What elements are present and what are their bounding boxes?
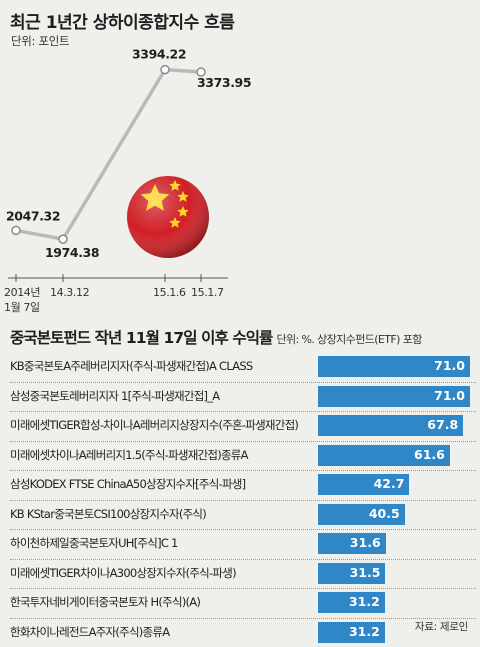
bar-value-label: 31.2 (348, 594, 380, 609)
bar (318, 415, 464, 436)
bar-value-label: 31.5 (349, 564, 381, 580)
bar-value-label: 42.7 (373, 476, 405, 491)
bar (318, 503, 405, 525)
row-divider (10, 381, 476, 383)
bar-category-label: 삼성KODEX FTSE ChinaA50상장지수자[주식-파생] (10, 477, 246, 491)
row-divider (10, 617, 476, 619)
bar-chart-unit: 단위: %. 상장지수펀드(ETF) 포함 (276, 333, 422, 346)
bar-row: 한국투자네비게이터중국본토자 H(주식)(A) 31.2 (0, 588, 480, 617)
bar (318, 385, 470, 407)
bar-value-label: 67.8 (427, 417, 459, 432)
bar-value-label: 31.2 (348, 623, 380, 639)
bar-row: KB KStar중국본토CSI100상장지수자(주식) 40.5 (0, 500, 480, 529)
bar (318, 621, 385, 643)
bar (318, 533, 386, 554)
bar-category-label: 미래에셋차이나A레버리지1.5(주식-파생재간접)종류A (10, 447, 248, 462)
bar-row: 한화차이나레전드A주자(주식)종류A 31.2 (0, 618, 480, 647)
bar-row: 삼성중국본토레버리지자 1[주식-파생재간접]_A 71.0 (0, 382, 480, 411)
row-divider (10, 411, 476, 412)
bar-category-label: 한국투자네비게이터중국본토자 H(주식)(A) (10, 595, 201, 609)
row-divider (10, 529, 476, 530)
line-point (11, 225, 21, 236)
bar-value-label: 40.5 (368, 505, 400, 521)
line-point (58, 234, 68, 244)
line-data-label: 2047.32 (6, 208, 60, 223)
bar-row: 하이천하제일중국본토자UH[주식]C 1 31.6 (0, 529, 480, 558)
bar-category-label: 하이천하제일중국본토자UH[주식]C 1 (10, 536, 178, 550)
bar-category-label: 미래에셋TIGER차이나A300상장지수자(주식-파생) (10, 565, 237, 580)
x-tick-label: 2014년 (4, 286, 40, 299)
x-tick-label: 14.3.12 (50, 286, 89, 299)
row-divider (10, 440, 476, 442)
bar-category-label: 삼성중국본토레버리지자 1[주식-파생재간접]_A (10, 388, 220, 403)
bar (318, 356, 470, 377)
bar-row: 미래에셋TIGER차이나A300상장지수자(주식-파생) 31.5 (0, 559, 480, 588)
source-note: 자료: 제로인 (414, 621, 468, 633)
bar-row: KB중국본토A주레버리지자(주식-파생재간접)A CLASS 71.0 (0, 352, 480, 381)
series-line (15, 67, 202, 241)
row-divider (10, 588, 476, 589)
line-chart-title: 최근 1년간 상하이종합지수 흐름 (10, 13, 235, 33)
bar (318, 474, 410, 495)
line-data-label: 1974.38 (45, 245, 99, 260)
bar-row: 삼성KODEX FTSE ChinaA50상장지수자[주식-파생] 42.7 (0, 470, 480, 499)
row-divider (10, 470, 476, 471)
bar-category-label: 미래에셋TIGER합성-차이나A레버리지상장지수(주혼-파생재간접) (10, 418, 299, 432)
row-divider (10, 499, 476, 501)
line-data-label: 3373.95 (197, 75, 251, 90)
line-point (160, 64, 170, 75)
bar-value-label: 71.0 (434, 358, 465, 373)
x-tick-label: 15.1.7 (191, 286, 224, 299)
line-chart-unit: 단위: 포인트 (11, 34, 70, 48)
bar (318, 592, 385, 613)
line-data-label: 3394.22 (132, 47, 186, 62)
china-flag-ball-icon (127, 176, 209, 258)
line-point (196, 67, 206, 77)
row-divider (10, 558, 476, 560)
bar-category-label: 한화차이나레전드A주자(주식)종류A (10, 624, 170, 639)
bar (318, 562, 386, 584)
bar-category-label: KB KStar중국본토CSI100상장지수자(주식) (10, 506, 207, 521)
x-tick-label: 15.1.6 (153, 286, 186, 299)
bar-chart-title-row: 중국본토펀드 작년 11월 17일 이후 수익률 단위: %. 상장지수펀드(ET… (10, 326, 478, 348)
x-tick-label: 1월 7일 (4, 300, 40, 314)
bar-value-label: 61.6 (414, 446, 445, 462)
bar-value-label: 71.0 (434, 387, 465, 403)
bar-row: 미래에셋TIGER합성-차이나A레버리지상장지수(주혼-파생재간접) 67.8 (0, 411, 480, 440)
bar (318, 444, 450, 466)
bar-category-label: KB중국본토A주레버리지자(주식-파생재간접)A CLASS (10, 359, 253, 373)
bar-value-label: 31.6 (349, 535, 381, 550)
bar-row: 미래에셋차이나A레버리지1.5(주식-파생재간접)종류A 61.6 (0, 441, 480, 470)
bar-chart-title: 중국본토펀드 작년 11월 17일 이후 수익률 (10, 329, 273, 347)
